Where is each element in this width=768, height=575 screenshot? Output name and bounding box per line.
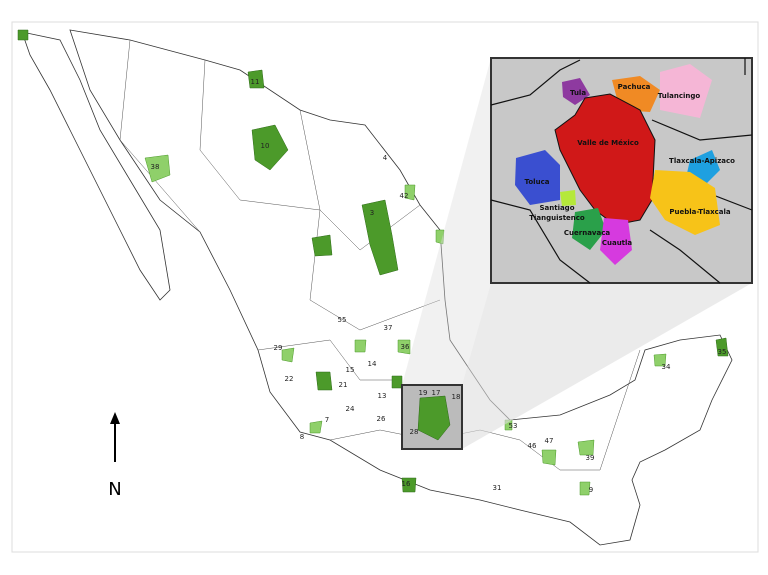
inset-label: Pachuca (618, 83, 651, 91)
inset-label: Santiago (539, 204, 574, 212)
projection (462, 283, 752, 449)
mainland (69, 29, 733, 546)
inset-label: Cuautla (602, 239, 633, 247)
region-number: 9 (589, 486, 593, 494)
region-number: 10 (261, 142, 270, 150)
metro-zones (17, 29, 729, 496)
region-number: 11 (251, 78, 260, 86)
inset-label: Tianguistenco (529, 214, 585, 222)
region-number: 55 (338, 316, 347, 324)
region-number: 21 (339, 381, 348, 389)
region-number: 7 (325, 416, 329, 424)
projection (402, 58, 491, 385)
region-number: 47 (545, 437, 554, 445)
region-number: 53 (509, 422, 518, 430)
region-number: 13 (378, 392, 387, 400)
region-number: 35 (718, 348, 727, 356)
region-number: 8 (300, 433, 304, 441)
inset-label: Cuernavaca (564, 229, 610, 237)
inset-label: Puebla-Tlaxcala (669, 208, 731, 216)
peninsula (21, 31, 171, 301)
inset: Tula Pachuca Tulancingo Valle de México … (490, 57, 753, 284)
north-label: N (108, 479, 121, 500)
region-number: 18 (452, 393, 461, 401)
north-arrow-head (110, 412, 120, 424)
region-number: 31 (493, 484, 502, 492)
region-number: 22 (285, 375, 294, 383)
region-number: 28 (410, 428, 419, 436)
region-number: 34 (662, 363, 671, 371)
region-number: 46 (528, 442, 537, 450)
region-number: 19 (419, 389, 428, 397)
region-number: 29 (274, 344, 283, 352)
region-number: 42 (400, 192, 409, 200)
region-number: 3 (370, 209, 374, 217)
region-number: 36 (401, 343, 410, 351)
region-number: 24 (346, 405, 355, 413)
region-number: 39 (586, 454, 595, 462)
region-numbers: 11 10 38 4 42 3 55 37 29 36 22 15 14 21 24 13 26 7 8 19 17 18… (151, 78, 727, 494)
region-number: 38 (151, 163, 160, 171)
region-number: 16 (402, 480, 411, 488)
central-zone (417, 395, 451, 441)
inset-label: Tlaxcala-Apizaco (669, 157, 735, 165)
region-number: 26 (377, 415, 386, 423)
inset-label: Tula (570, 89, 586, 97)
region-number: 17 (432, 389, 441, 397)
inset-label: Valle de México (577, 139, 639, 147)
region-number: 4 (383, 154, 388, 162)
region-number: 37 (384, 324, 393, 332)
region-number: 15 (346, 366, 355, 374)
region-number: 14 (368, 360, 377, 368)
inset-label: Tulancingo (658, 92, 701, 100)
inset-label: Toluca (525, 178, 550, 186)
